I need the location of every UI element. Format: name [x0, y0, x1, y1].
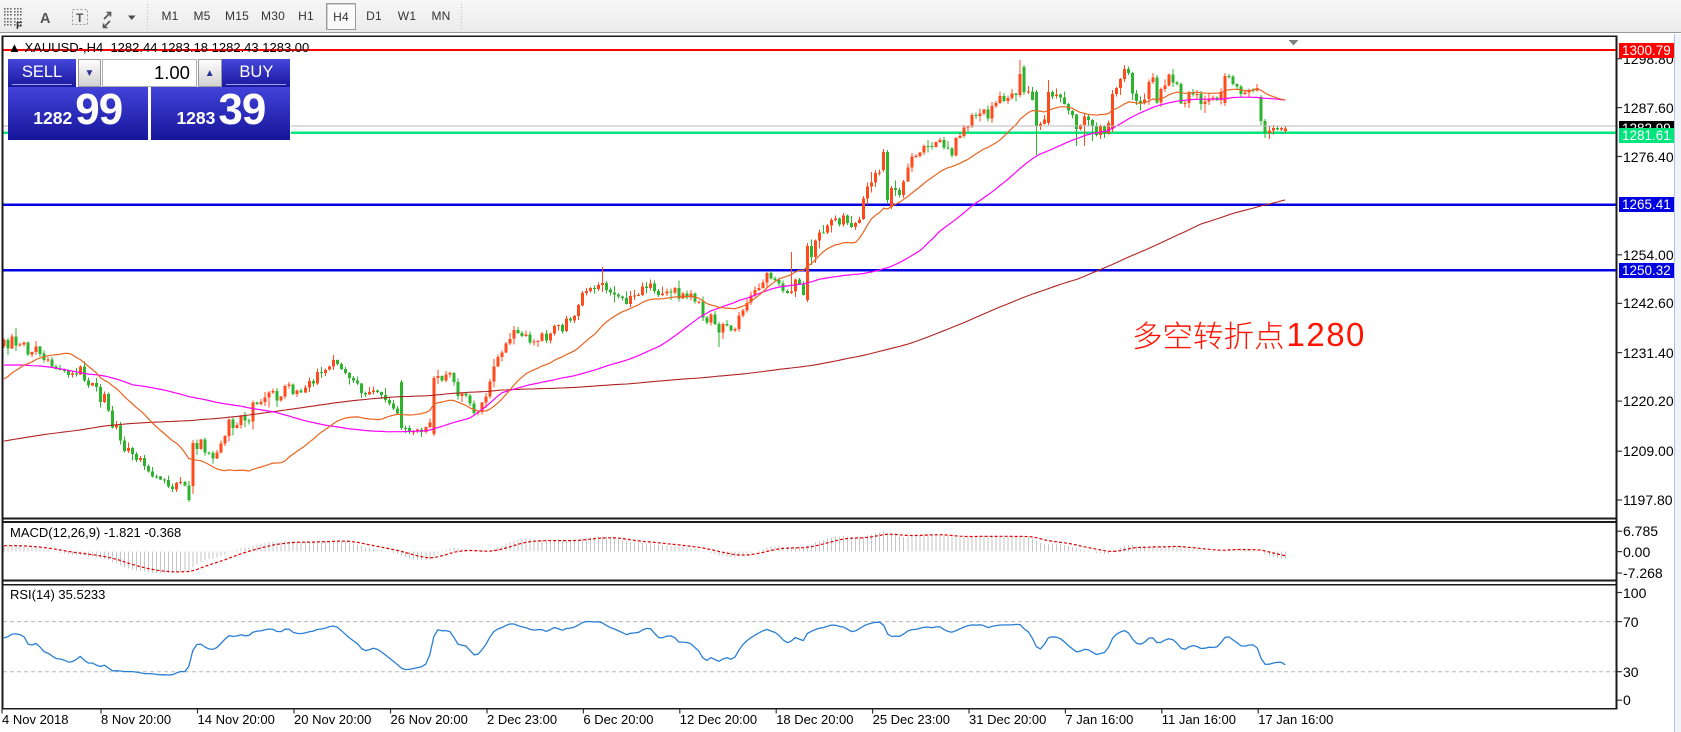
svg-text:A: A: [40, 11, 51, 27]
svg-text:F: F: [16, 21, 22, 32]
svg-text:T: T: [76, 11, 84, 25]
svg-text:1280: 1280: [1287, 316, 1366, 353]
